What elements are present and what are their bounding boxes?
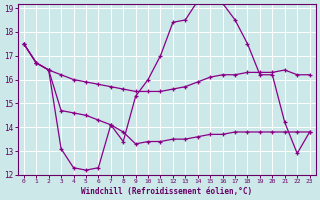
- X-axis label: Windchill (Refroidissement éolien,°C): Windchill (Refroidissement éolien,°C): [81, 187, 252, 196]
